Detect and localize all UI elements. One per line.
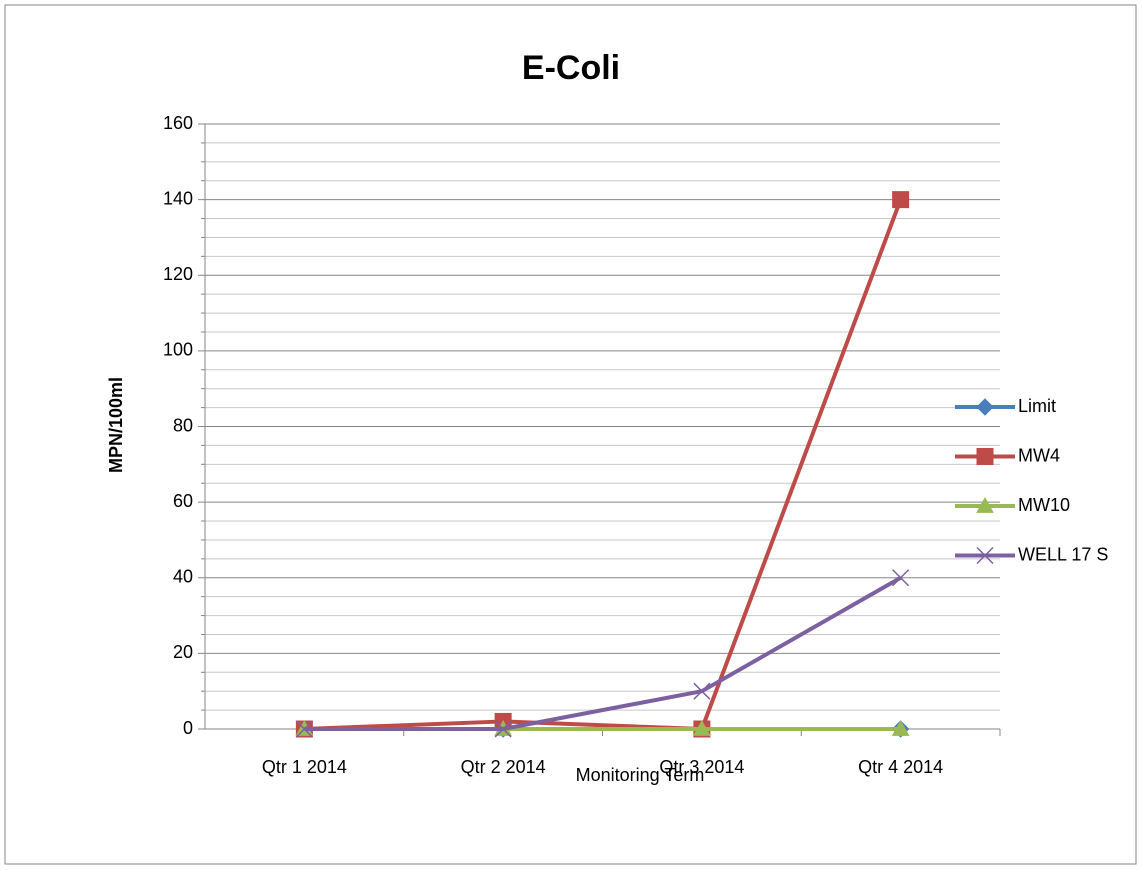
marker	[295, 720, 313, 738]
legend-label: MW4	[1018, 445, 1060, 465]
y-tick-label: 60	[173, 491, 193, 511]
chart-border	[4, 4, 1137, 865]
marker	[892, 569, 910, 587]
y-axis-label: MPN/100ml	[106, 377, 126, 473]
y-tick-label: 140	[163, 188, 193, 208]
y-tick-label: 100	[163, 340, 193, 360]
series-line	[304, 198, 903, 731]
y-tick-label: 160	[163, 113, 193, 133]
x-tick-label: Qtr 3 2014	[659, 757, 744, 777]
legend-marker	[976, 448, 994, 465]
legend-marker	[976, 546, 994, 565]
marker	[693, 682, 711, 700]
y-tick-label: 20	[173, 642, 193, 662]
legend-label: MW10	[1018, 495, 1070, 515]
y-tick-label: 0	[183, 718, 193, 738]
y-tick-label: 80	[173, 415, 193, 435]
marker	[494, 720, 512, 738]
legend-marker	[976, 398, 994, 416]
x-tick-label: Qtr 4 2014	[858, 757, 943, 777]
legend-marker	[976, 496, 994, 513]
marker	[891, 719, 910, 736]
x-tick-label: Qtr 2 2014	[461, 757, 546, 777]
y-tick-label: 40	[173, 567, 193, 587]
chart-title: E-Coli	[522, 49, 620, 87]
x-tick-label: Qtr 1 2014	[262, 757, 347, 777]
legend-label: Limit	[1018, 396, 1056, 416]
legend-label: WELL 17 S	[1018, 544, 1108, 564]
series-line	[304, 576, 902, 731]
marker	[892, 191, 910, 209]
marker	[693, 719, 711, 736]
x-axis-label: Monitoring Term	[576, 765, 705, 785]
y-tick-label: 120	[163, 264, 193, 284]
